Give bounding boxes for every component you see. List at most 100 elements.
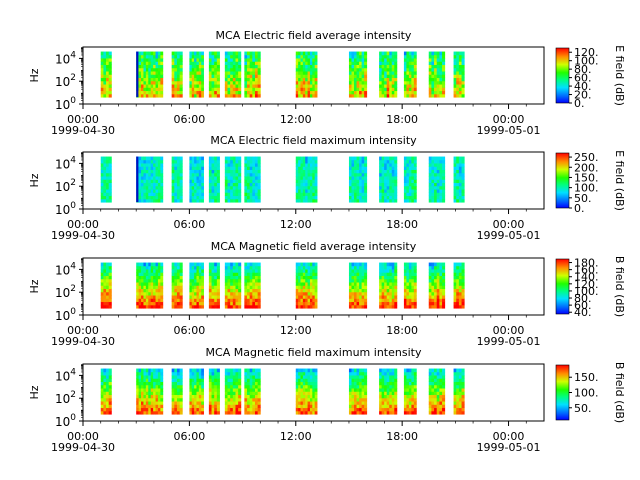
heatmap-cell [379, 275, 383, 280]
heatmap-cell [458, 381, 462, 386]
heatmap-cell [307, 378, 311, 382]
heatmap-cell [108, 404, 112, 409]
heatmap-cell [106, 295, 110, 299]
heatmap-cell [434, 304, 438, 309]
heatmap-cell [257, 295, 261, 299]
heatmap-cell [439, 159, 443, 164]
heatmap-cell [386, 378, 390, 382]
heatmap-cell [247, 278, 251, 283]
heatmap-cell [295, 179, 299, 184]
heatmap-cell [174, 291, 178, 296]
heatmap-cell [143, 159, 147, 164]
heatmap-cell [153, 285, 156, 290]
heatmap-cell [434, 166, 438, 170]
heatmap-cell [436, 262, 440, 267]
heatmap-cell [136, 410, 140, 415]
heatmap-cell [300, 84, 304, 88]
heatmap-cell [411, 195, 415, 200]
heatmap-block [403, 262, 417, 309]
heatmap-cell [252, 169, 256, 174]
heatmap-cell [406, 179, 410, 184]
heatmap-cell [302, 182, 306, 187]
heatmap-cell [453, 51, 457, 56]
heatmap-cell [381, 156, 385, 161]
heatmap-cell [379, 407, 383, 412]
heatmap-cell [214, 269, 218, 273]
heatmap-cell [389, 285, 393, 290]
heatmap-cell [406, 192, 410, 197]
heatmap-cell [295, 275, 299, 280]
heatmap-cell [406, 407, 410, 412]
heatmap-cell [143, 269, 147, 273]
heatmap-cell [174, 371, 178, 376]
heatmap-cell [461, 410, 465, 415]
heatmap-cell [411, 269, 415, 273]
heatmap-cell [191, 67, 195, 72]
heatmap-cell [403, 169, 407, 174]
heatmap-cell [155, 189, 159, 193]
heatmap-cell [312, 298, 316, 303]
heatmap-cell [403, 282, 407, 286]
heatmap-cell [153, 288, 156, 293]
heatmap-cell [145, 295, 149, 299]
heatmap-cell [138, 301, 142, 306]
heatmap-cell [300, 189, 304, 193]
x-tick-label: 12:00 [280, 218, 312, 231]
heatmap-cell [194, 272, 197, 276]
heatmap-cell [211, 285, 215, 290]
heatmap-cell [431, 282, 435, 286]
heatmap-cell [230, 407, 234, 412]
heatmap-cell [351, 394, 355, 399]
heatmap-cell [442, 298, 446, 303]
heatmap-cell [257, 371, 261, 376]
heatmap-cell [406, 54, 410, 59]
heatmap-cell [150, 84, 154, 88]
heatmap-cell [381, 163, 385, 167]
heatmap-cell [198, 172, 202, 177]
heatmap-cell [302, 371, 306, 376]
heatmap-cell [314, 61, 318, 65]
heatmap-cell [257, 64, 261, 69]
heatmap-cell [442, 67, 446, 72]
heatmap-cell [249, 169, 253, 174]
heatmap-cell [230, 371, 234, 376]
heatmap-cell [403, 61, 407, 65]
heatmap-cell [249, 179, 253, 184]
heatmap-cell [314, 378, 318, 382]
heatmap-cell [348, 381, 352, 386]
heatmap-cell [136, 304, 140, 309]
heatmap-cell [211, 304, 215, 309]
heatmap-cell [453, 285, 457, 290]
heatmap-cell [461, 80, 465, 85]
heatmap-cell [453, 198, 457, 203]
heatmap-cell [386, 394, 390, 399]
heatmap-cell [364, 278, 368, 283]
heatmap-cell [257, 176, 261, 180]
heatmap-cell [174, 54, 178, 59]
heatmap-cell [150, 288, 154, 293]
heatmap-cell [155, 159, 159, 164]
heatmap-cell [216, 262, 220, 267]
heatmap-cell [408, 163, 412, 167]
heatmap-cell [150, 169, 154, 174]
heatmap-cell [257, 54, 261, 59]
heatmap-cell [174, 185, 178, 190]
heatmap-cell [354, 410, 357, 415]
heatmap-cell [191, 61, 195, 65]
heatmap-cell [307, 388, 311, 392]
heatmap-cell [141, 265, 144, 270]
heatmap-cell [176, 371, 181, 376]
heatmap-cell [257, 84, 261, 88]
heatmap-cell [103, 397, 107, 402]
heatmap-cell [198, 301, 202, 306]
heatmap-cell [381, 368, 385, 373]
heatmap-cell [453, 301, 457, 306]
heatmap-cell [227, 156, 231, 161]
x-tick-label: 00:00 [67, 113, 99, 126]
heatmap-cell [230, 67, 234, 72]
heatmap-cell [458, 371, 462, 376]
heatmap-cell [431, 90, 435, 95]
heatmap-cell [411, 156, 415, 161]
heatmap-cell [408, 54, 412, 59]
heatmap-cell [171, 272, 175, 276]
